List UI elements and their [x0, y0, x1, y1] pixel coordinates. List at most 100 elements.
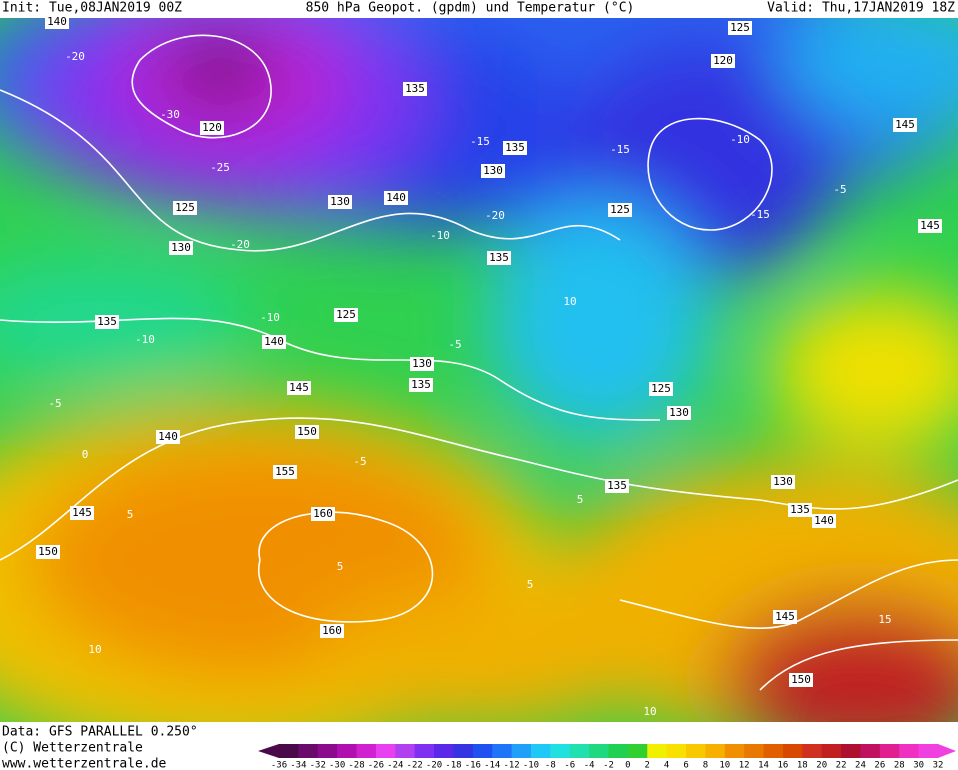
temperature-label: -5 — [833, 183, 846, 196]
label-box — [728, 21, 752, 35]
label-box — [789, 673, 813, 687]
geopotential-label: 160 — [322, 624, 342, 637]
colorbar-swatch — [860, 744, 881, 758]
temperature-label: -20 — [230, 238, 250, 251]
colorbar: -36 -34 -32 -30 -28 -26 -24 -22 -20 -18 -16 -14 -12-… — [258, 744, 956, 770]
geopotential-label: 150 — [791, 673, 811, 686]
colorbar-label: -28 — [348, 761, 364, 770]
colorbar-swatch — [608, 744, 629, 758]
temperature-label: 10 — [563, 295, 576, 308]
colorbar-label: 14 — [758, 761, 769, 770]
label-box — [410, 357, 434, 371]
colorbar-swatch — [879, 744, 900, 758]
colorbar-label: -18 — [445, 761, 461, 770]
colorbar-swatch — [375, 744, 396, 758]
colorbar-label: -14 — [484, 761, 500, 770]
colorbar-swatch — [724, 744, 745, 758]
copyright: (C) Wetterzentrale — [2, 741, 143, 756]
colorbar-label: 24 — [855, 761, 866, 770]
temperature-label: -10 — [260, 311, 280, 324]
geopotential-label: 145 — [289, 381, 309, 394]
temperature-label: -25 — [210, 161, 230, 174]
label-box — [169, 241, 193, 255]
label-box — [273, 465, 297, 479]
geopotential-label: 155 — [275, 465, 295, 478]
geopotential-label: 145 — [920, 219, 940, 232]
label-box — [156, 430, 180, 444]
colorbar-label: 4 — [664, 761, 669, 770]
geopotential-label: 130 — [669, 406, 689, 419]
label-box — [649, 382, 673, 396]
colorbar-swatch — [666, 744, 687, 758]
geopotential-label: 145 — [775, 610, 795, 623]
label-box — [409, 378, 433, 392]
colorbar-swatch — [569, 744, 590, 758]
geopotential-label: 130 — [483, 164, 503, 177]
colorbar-label: -6 — [564, 761, 575, 770]
temperature-label: -20 — [485, 209, 505, 222]
temperature-label: 10 — [643, 705, 656, 718]
geopotential-label: 135 — [505, 141, 525, 154]
label-box — [311, 507, 335, 521]
colorbar-label: 6 — [683, 761, 688, 770]
label-box — [605, 479, 629, 493]
colorbar-swatch — [647, 744, 668, 758]
colorbar-label: -32 — [310, 761, 326, 770]
temperature-label: -5 — [353, 455, 366, 468]
colorbar-label: 30 — [913, 761, 924, 770]
colorbar-label: -22 — [407, 761, 423, 770]
label-box — [503, 141, 527, 155]
label-box — [384, 191, 408, 205]
colorbar-swatch — [337, 744, 358, 758]
temperature-label: -20 — [65, 50, 85, 63]
geopotential-label: 145 — [72, 506, 92, 519]
temperature-label: -5 — [48, 397, 61, 410]
temperature-label: -30 — [160, 108, 180, 121]
colorbar-swatch — [627, 744, 648, 758]
label-box — [893, 118, 917, 132]
colorbar-swatch — [744, 744, 765, 758]
colorbar-label: 2 — [645, 761, 650, 770]
label-box — [262, 335, 286, 349]
colorbar-label: -26 — [368, 761, 384, 770]
colorbar-label: 28 — [894, 761, 905, 770]
temperature-label: -10 — [730, 133, 750, 146]
colorbar-label: 0 — [625, 761, 630, 770]
colorbar-swatch — [821, 744, 842, 758]
colorbar-swatch — [802, 744, 823, 758]
colorbar-label: -36 — [271, 761, 287, 770]
colorbar-label: -20 — [426, 761, 442, 770]
geopotential-label: 140 — [814, 514, 834, 527]
geopotential-label: 125 — [730, 21, 750, 34]
geopotential-label: 140 — [264, 335, 284, 348]
temperature-label: -15 — [470, 135, 490, 148]
geopotential-label: 160 — [313, 507, 333, 520]
geopotential-label: 150 — [297, 425, 317, 438]
colorbar-label: 20 — [816, 761, 827, 770]
colorbar-swatch — [356, 744, 377, 758]
colorbar-swatch — [414, 744, 435, 758]
colorbar-swatch — [472, 744, 493, 758]
colorbar-swatch — [298, 744, 319, 758]
colorbar-label: 10 — [719, 761, 730, 770]
geopotential-label: 145 — [895, 118, 915, 131]
temperature-label: 0 — [82, 448, 89, 461]
geopotential-label: 125 — [175, 201, 195, 214]
colorbar-swatch — [453, 744, 474, 758]
geopotential-label: 150 — [38, 545, 58, 558]
label-box — [667, 406, 691, 420]
colorbar-swatch — [530, 744, 551, 758]
geopotential-label: 135 — [489, 251, 509, 264]
label-box — [711, 54, 735, 68]
data-source: Data: GFS PARALLEL 0.250° — [2, 725, 198, 740]
init-time: Init: Tue,08JAN2019 00Z — [2, 1, 182, 16]
colorbar-label: -24 — [387, 761, 403, 770]
label-box — [773, 610, 797, 624]
label-box — [200, 121, 224, 135]
geopotential-label: 120 — [202, 121, 222, 134]
colorbar-swatch — [589, 744, 609, 758]
colorbar-label: -30 — [329, 761, 345, 770]
label-box — [487, 251, 511, 265]
